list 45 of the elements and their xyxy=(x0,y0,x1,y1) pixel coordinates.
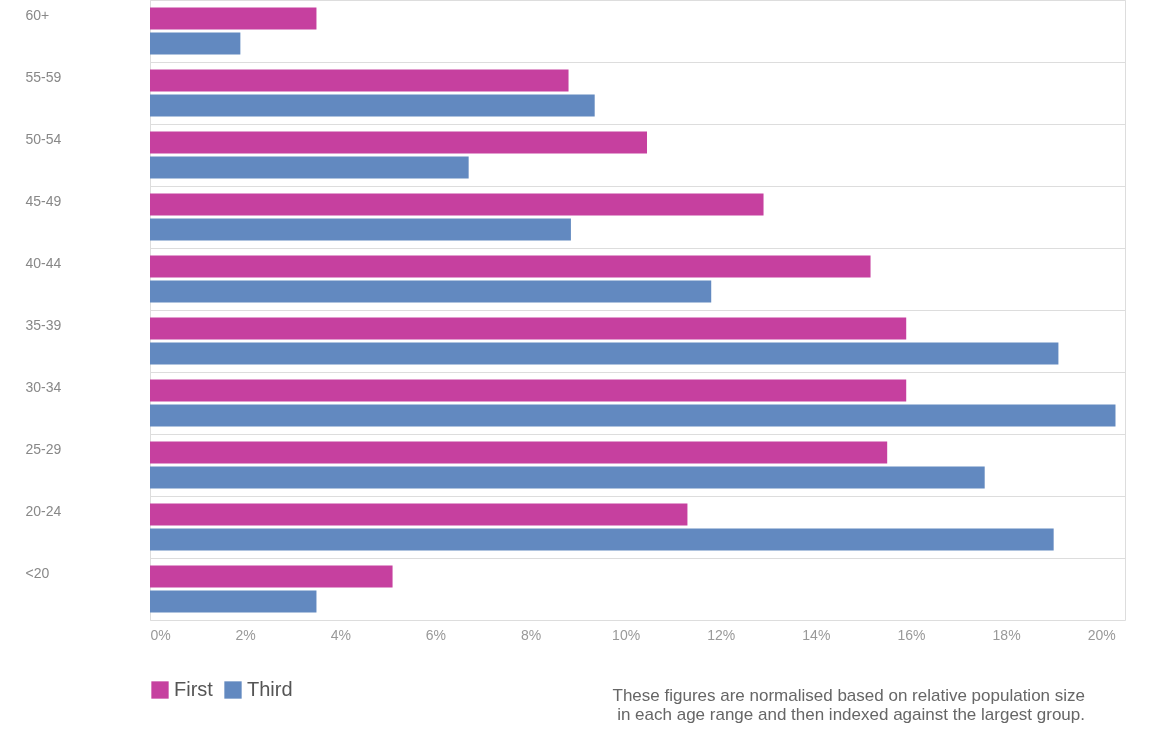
bar xyxy=(150,255,871,278)
bar xyxy=(150,94,595,117)
x-tick-label: 16% xyxy=(897,626,926,643)
y-tick-label: 45-49 xyxy=(25,193,62,209)
x-tick-label: 2% xyxy=(235,626,256,643)
y-tick-label: 25-29 xyxy=(25,441,62,457)
text: in each age range and then indexed against the largest group. xyxy=(617,705,1085,724)
y-tick-label: 20-24 xyxy=(25,503,62,519)
bar xyxy=(150,342,1059,365)
bar xyxy=(150,565,393,588)
y-tick-label: 50-54 xyxy=(25,131,62,147)
y-tick-label: 60+ xyxy=(25,7,50,23)
bar xyxy=(150,317,907,340)
bar xyxy=(150,156,469,179)
bar xyxy=(150,441,888,464)
x-tick-label: 4% xyxy=(330,626,351,643)
y-tick-label: 40-44 xyxy=(25,255,62,271)
y-tick-label: 55-59 xyxy=(25,69,62,85)
legend-label: Third xyxy=(247,678,293,700)
legend-label: First xyxy=(174,678,214,700)
bar xyxy=(150,32,241,55)
bar xyxy=(150,404,1116,427)
bar xyxy=(150,528,1054,551)
x-tick-label: 20% xyxy=(1087,626,1116,643)
x-tick-label: 14% xyxy=(802,626,831,643)
y-tick-label: 30-34 xyxy=(25,379,62,395)
x-tick-label: 6% xyxy=(425,626,446,643)
y-tick-label: 35-39 xyxy=(25,317,62,333)
x-tick-label: 12% xyxy=(707,626,736,643)
bar xyxy=(150,131,648,154)
x-tick-label: 18% xyxy=(992,626,1021,643)
y-tick-label: <20 xyxy=(25,565,50,581)
x-tick-label: 0% xyxy=(150,626,171,643)
x-tick-label: 8% xyxy=(520,626,542,643)
bar xyxy=(150,379,907,402)
text: These figures are normalised based on relative population size xyxy=(612,686,1085,705)
x-tick-label: 10% xyxy=(612,626,641,643)
bar xyxy=(150,7,317,30)
bar xyxy=(150,466,985,489)
bar xyxy=(150,69,569,92)
bar xyxy=(150,218,571,241)
bar xyxy=(150,590,317,613)
bar xyxy=(150,503,688,526)
bar xyxy=(150,280,712,303)
bar xyxy=(150,193,764,216)
